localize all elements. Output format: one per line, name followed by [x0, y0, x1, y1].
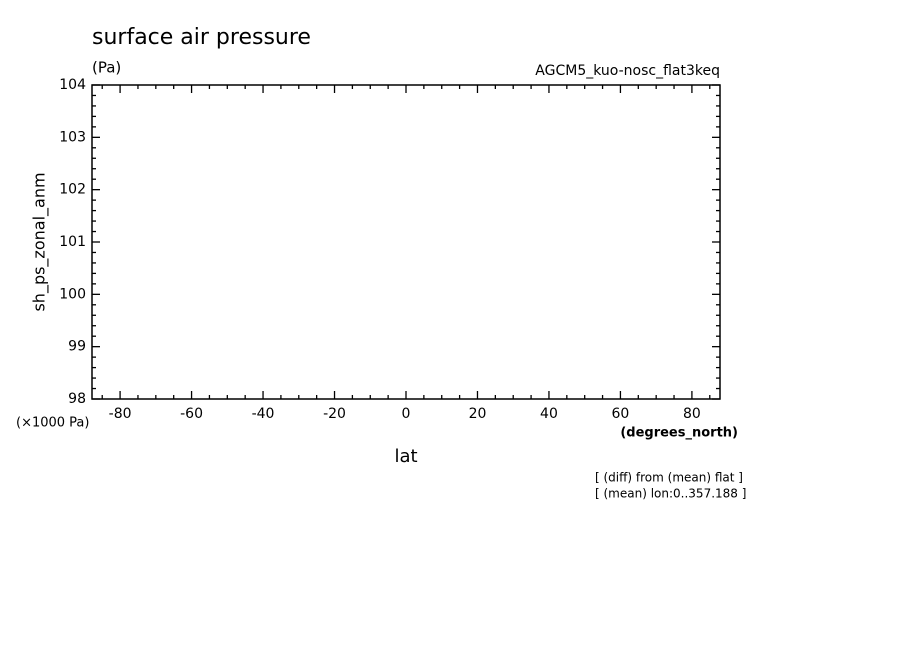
x-tick-label: 20 [469, 406, 487, 422]
y-tick-label: 99 [68, 339, 86, 355]
chart-title: surface air pressure [92, 25, 311, 50]
units: (Pa) [92, 59, 121, 77]
y-tick-label: 104 [59, 77, 86, 93]
plot-frame [91, 84, 721, 400]
y-tick-label: 100 [59, 286, 86, 302]
y-unit: (×1000 Pa) [16, 416, 89, 431]
note: [ (diff) from (mean) flat ] [595, 471, 743, 485]
x-tick-label: -60 [180, 406, 203, 422]
subtitle: AGCM5_kuo-nosc_flat3keq [535, 63, 720, 79]
y-label: sh_ps_zonal_anm [30, 172, 50, 311]
x-tick-label: -20 [323, 406, 346, 422]
x-tick-label: 40 [540, 406, 558, 422]
y-tick-label: 102 [59, 182, 86, 198]
x-label: lat [394, 446, 417, 467]
x-tick-label: 60 [612, 406, 630, 422]
note: [ (mean) lon:0..357.188 ] [595, 487, 746, 501]
y-tick-label: 98 [68, 391, 86, 407]
x-tick-label: -80 [109, 406, 132, 422]
x-tick-label: 80 [683, 406, 701, 422]
y-tick-label: 101 [59, 234, 86, 250]
x-tick-label: -40 [252, 406, 275, 422]
x-tick-label: 0 [402, 406, 411, 422]
x-unit: (degrees_north) [620, 426, 738, 441]
y-tick-label: 103 [59, 129, 86, 145]
